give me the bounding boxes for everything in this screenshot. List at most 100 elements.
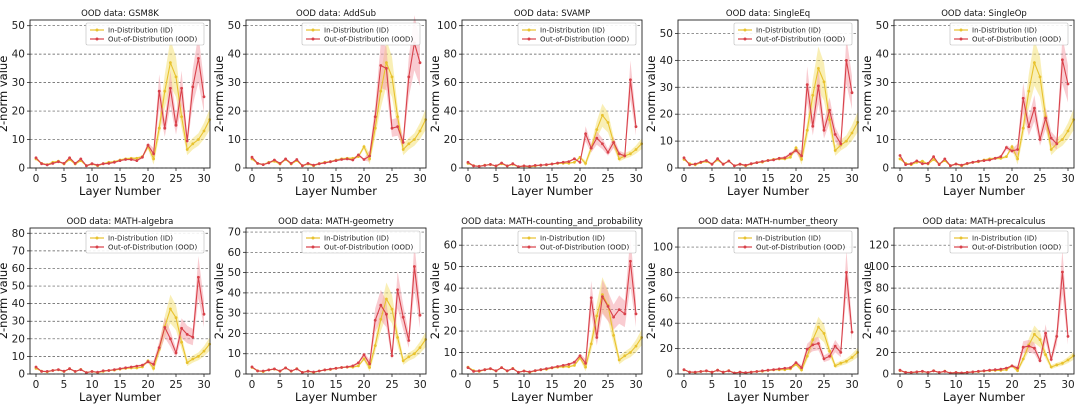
ood-point <box>761 160 764 163</box>
ood-point <box>833 344 837 348</box>
y-axis-label: 2-norm value <box>212 56 226 133</box>
legend-ood-label: Out-of-Distribution (OOD) <box>108 244 197 252</box>
ood-point <box>396 125 399 129</box>
y-tick-label: 60 <box>444 77 457 89</box>
y-tick-label: 40 <box>12 298 25 310</box>
ood-point <box>761 369 764 373</box>
y-tick-label: 10 <box>444 347 457 359</box>
x-axis-label: Layer Number <box>727 184 809 198</box>
x-tick-label: 15 <box>977 379 990 391</box>
ood-point <box>306 162 310 165</box>
x-tick-label: 25 <box>385 173 398 185</box>
id-point <box>800 158 803 161</box>
ood-point <box>505 369 509 373</box>
plot-frame <box>677 19 859 169</box>
id-point <box>385 297 388 301</box>
ood-point <box>483 368 487 372</box>
ood-point <box>716 368 719 372</box>
ood-point <box>34 365 38 369</box>
ood-point <box>805 83 809 86</box>
plot-frame <box>245 227 427 375</box>
chart-panel-5: OOD data: SingleOp 0 10 20 30 40 50 0 5 10 15 20 25 3… <box>860 9 1075 198</box>
legend-ood-marker <box>959 37 963 41</box>
ood-point <box>1055 142 1059 146</box>
ood-point <box>1061 270 1064 274</box>
ood-point <box>943 157 947 161</box>
legend-ood-label: Out-of-Distribution (OOD) <box>324 244 413 252</box>
id-point <box>373 126 377 130</box>
ood-point <box>107 162 111 165</box>
ood-point <box>755 161 759 165</box>
x-tick-label: 30 <box>1061 173 1074 185</box>
ood-point <box>124 158 127 161</box>
id-point <box>811 338 815 342</box>
x-tick-label: 30 <box>197 173 210 185</box>
y-tick-label: 20 <box>876 106 889 118</box>
id-point <box>617 358 621 362</box>
chart-title: OOD data: AddSub <box>296 9 376 19</box>
legend-ood-label: Out-of-Distribution (OOD) <box>324 36 413 44</box>
id-point <box>1055 363 1059 367</box>
ood-point <box>954 162 958 166</box>
id-band <box>252 39 426 167</box>
y-tick-label: 40 <box>12 49 25 61</box>
legend-id-marker <box>959 28 963 32</box>
id-point <box>1049 365 1053 369</box>
legend-id-label: In-Distribution (ID) <box>324 27 389 35</box>
ood-series-line <box>899 59 1069 167</box>
ood-point <box>1027 344 1031 348</box>
ood-point <box>744 371 747 375</box>
ood-point <box>340 158 343 161</box>
ood-point <box>749 162 753 166</box>
ood-point <box>334 159 338 163</box>
ood-point <box>174 351 178 355</box>
ood-point <box>197 57 200 60</box>
id-point <box>1061 138 1064 141</box>
ood-point <box>738 370 742 374</box>
y-tick-label: 20 <box>12 333 25 345</box>
x-tick-label: 20 <box>1005 379 1018 391</box>
y-tick-label: 60 <box>12 263 25 275</box>
legend: In-Distribution (ID)Out-of-Distribution … <box>85 22 205 46</box>
ood-point <box>345 157 349 161</box>
id-point <box>185 148 189 151</box>
ood-band <box>468 60 636 167</box>
x-tick-label: 0 <box>681 173 688 185</box>
y-tick-label: 40 <box>876 326 889 338</box>
ood-point <box>505 164 509 168</box>
ood-point <box>289 162 293 165</box>
legend-ood-label: Out-of-Distribution (OOD) <box>972 244 1061 252</box>
ood-point <box>977 159 980 163</box>
ood-point <box>850 330 854 334</box>
ood-point <box>533 164 537 167</box>
legend-id-label: In-Distribution (ID) <box>108 235 173 243</box>
id-point <box>817 67 820 70</box>
id-point <box>368 366 371 369</box>
ood-point <box>567 160 571 164</box>
legend-ood-marker <box>743 245 747 249</box>
x-tick-label: 25 <box>817 379 830 391</box>
ood-point <box>682 156 686 160</box>
ood-band <box>900 249 1068 374</box>
legend-ood-marker <box>959 245 963 249</box>
x-tick-label: 20 <box>141 173 154 185</box>
y-tick-label: 50 <box>876 20 889 32</box>
ood-point <box>567 362 571 366</box>
x-tick-label: 25 <box>601 379 614 391</box>
y-tick-label: 70 <box>12 245 25 257</box>
x-tick-label: 30 <box>629 173 642 185</box>
ood-point <box>921 162 924 166</box>
y-tick-label: 50 <box>228 267 241 279</box>
y-tick-label: 20 <box>12 106 25 118</box>
id-point <box>152 367 156 370</box>
ood-point <box>135 364 139 368</box>
ood-point <box>250 365 254 369</box>
id-point <box>584 162 587 165</box>
ood-point <box>390 126 394 130</box>
legend: In-Distribution (ID)Out-of-Distribution … <box>517 230 637 254</box>
ood-point <box>716 157 719 161</box>
legend-id-marker <box>95 236 99 240</box>
id-point <box>1021 126 1025 130</box>
id-point <box>573 364 576 367</box>
ood-point <box>477 164 481 168</box>
